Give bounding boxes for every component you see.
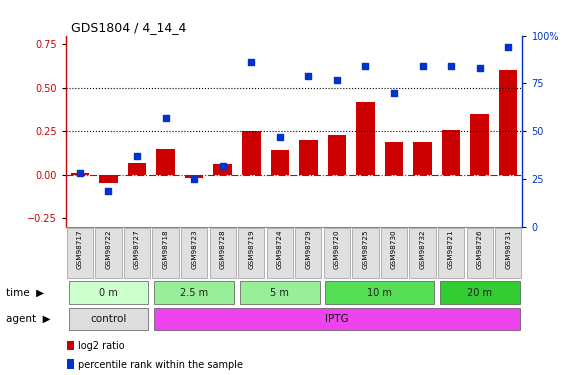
Point bbox=[504, 44, 513, 50]
Bar bbox=[471, 114, 489, 175]
Point bbox=[475, 65, 484, 71]
Bar bbox=[71, 173, 89, 175]
Bar bbox=[295, 228, 321, 278]
Point bbox=[104, 188, 113, 194]
Text: GSM98732: GSM98732 bbox=[420, 230, 425, 269]
Bar bbox=[324, 228, 350, 278]
Bar bbox=[352, 228, 379, 278]
Bar bbox=[67, 340, 74, 350]
Text: 10 m: 10 m bbox=[367, 288, 392, 297]
Point bbox=[361, 63, 370, 69]
Bar bbox=[442, 129, 460, 175]
Text: GSM98726: GSM98726 bbox=[477, 230, 482, 269]
Bar bbox=[69, 308, 148, 330]
Text: GSM98724: GSM98724 bbox=[277, 230, 283, 269]
Point bbox=[190, 176, 199, 182]
Text: IPTG: IPTG bbox=[325, 314, 349, 324]
Bar bbox=[238, 228, 264, 278]
Bar bbox=[495, 228, 521, 278]
Bar bbox=[499, 70, 517, 175]
Bar bbox=[152, 228, 179, 278]
Point bbox=[447, 63, 456, 69]
Text: GSM98728: GSM98728 bbox=[220, 230, 226, 269]
Text: GSM98720: GSM98720 bbox=[334, 230, 340, 269]
Point bbox=[332, 76, 341, 82]
Point bbox=[275, 134, 284, 140]
Point bbox=[75, 170, 85, 176]
Point bbox=[161, 115, 170, 121]
Bar bbox=[328, 135, 346, 175]
Point bbox=[389, 90, 399, 96]
Bar bbox=[467, 228, 493, 278]
Bar bbox=[356, 102, 375, 175]
Text: control: control bbox=[90, 314, 127, 324]
Text: GDS1804 / 4_14_4: GDS1804 / 4_14_4 bbox=[71, 21, 187, 34]
Text: 5 m: 5 m bbox=[270, 288, 289, 297]
Bar bbox=[385, 142, 403, 175]
Bar bbox=[381, 228, 407, 278]
Bar bbox=[242, 131, 260, 175]
Text: GSM98729: GSM98729 bbox=[305, 230, 311, 269]
Text: percentile rank within the sample: percentile rank within the sample bbox=[78, 360, 243, 369]
Bar bbox=[67, 228, 93, 278]
Text: 2.5 m: 2.5 m bbox=[180, 288, 208, 297]
Point bbox=[247, 59, 256, 65]
Text: GSM98731: GSM98731 bbox=[505, 230, 511, 269]
Bar bbox=[438, 228, 464, 278]
Text: 20 m: 20 m bbox=[467, 288, 492, 297]
Bar bbox=[185, 175, 203, 178]
Text: GSM98718: GSM98718 bbox=[163, 230, 168, 269]
Bar bbox=[299, 140, 317, 175]
Bar bbox=[128, 162, 146, 175]
Point bbox=[418, 63, 427, 69]
Point bbox=[304, 73, 313, 79]
Text: GSM98727: GSM98727 bbox=[134, 230, 140, 269]
Bar bbox=[440, 282, 520, 303]
Bar bbox=[267, 228, 293, 278]
Bar bbox=[154, 282, 234, 303]
Text: GSM98721: GSM98721 bbox=[448, 230, 454, 269]
Bar bbox=[325, 282, 434, 303]
Text: agent  ▶: agent ▶ bbox=[6, 314, 50, 324]
Text: GSM98719: GSM98719 bbox=[248, 230, 254, 269]
Text: time  ▶: time ▶ bbox=[6, 288, 44, 297]
Bar bbox=[210, 228, 236, 278]
Text: log2 ratio: log2 ratio bbox=[78, 341, 124, 351]
Bar bbox=[69, 282, 148, 303]
Bar bbox=[271, 150, 289, 175]
Text: 0 m: 0 m bbox=[99, 288, 118, 297]
Point bbox=[132, 153, 142, 159]
Bar bbox=[154, 308, 520, 330]
Text: GSM98725: GSM98725 bbox=[363, 230, 368, 269]
Bar bbox=[156, 148, 175, 175]
Point bbox=[218, 163, 227, 169]
Bar bbox=[240, 282, 320, 303]
Bar bbox=[67, 359, 74, 369]
Text: GSM98730: GSM98730 bbox=[391, 230, 397, 269]
Bar bbox=[181, 228, 207, 278]
Bar bbox=[99, 175, 118, 183]
Bar bbox=[214, 164, 232, 175]
Bar bbox=[95, 228, 122, 278]
Text: GSM98717: GSM98717 bbox=[77, 230, 83, 269]
Bar bbox=[409, 228, 436, 278]
Bar bbox=[124, 228, 150, 278]
Bar bbox=[413, 142, 432, 175]
Text: GSM98723: GSM98723 bbox=[191, 230, 197, 269]
Text: GSM98722: GSM98722 bbox=[106, 230, 111, 269]
